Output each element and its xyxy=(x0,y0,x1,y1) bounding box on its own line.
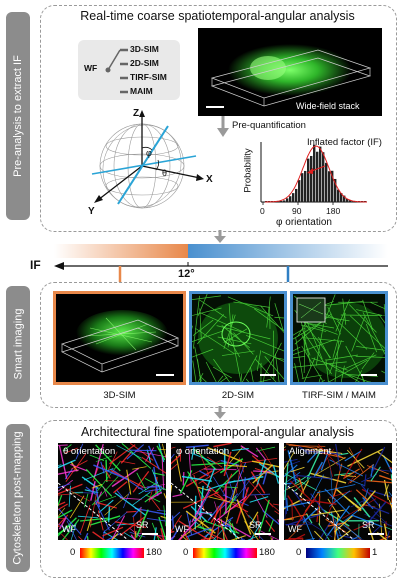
histogram-bar xyxy=(316,151,319,202)
mode-item-3d-sim: 3D-SIM xyxy=(130,44,159,54)
map-alignment-sr: SR xyxy=(362,520,375,530)
histogram-bar xyxy=(319,146,322,202)
pre-analysis-side-label: Pre-analysis to extract IF xyxy=(12,55,24,177)
section2-down-arrow xyxy=(214,406,226,419)
histogram-bar xyxy=(283,200,286,202)
colorbar-phi-max: 180 xyxy=(259,547,275,558)
colorbar-alignment-min: 0 xyxy=(296,547,302,558)
map-phi-title: φ orientation xyxy=(176,446,230,457)
histogram-xlabel: φ orientation xyxy=(276,217,332,228)
if-bar-label: IF xyxy=(30,258,41,272)
sphere-x-label: X xyxy=(206,174,213,185)
smart-imaging-side-tab: Smart imaging xyxy=(6,286,30,402)
section1-down-arrow xyxy=(214,230,226,243)
histogram-bar xyxy=(304,170,307,202)
histogram-bar xyxy=(331,170,334,202)
panel-3d-sim-image xyxy=(56,294,183,382)
smart-imaging-side-label: Smart imaging xyxy=(12,308,25,380)
histogram-annotation: Inflated factor (IF) xyxy=(307,137,382,148)
histogram-bar xyxy=(334,178,337,202)
colorbar-alignment-max: 1 xyxy=(372,547,378,558)
y-axis xyxy=(97,165,143,201)
mode-item-2d-sim: 2D-SIM xyxy=(130,58,159,68)
map-theta-sr: SR xyxy=(136,520,149,530)
histogram-bar xyxy=(349,200,352,202)
orientation-sphere xyxy=(91,110,204,209)
histogram-bar xyxy=(280,201,283,202)
panel-tirf-maim-label: TIRF-SIM / MAIM xyxy=(302,390,376,401)
sphere-z-label: Z xyxy=(133,108,140,119)
colorbar-phi-min: 0 xyxy=(183,547,189,558)
histogram-bar xyxy=(322,152,325,202)
sphere-y-label: Y xyxy=(88,206,95,217)
colorbar-theta-min: 0 xyxy=(70,547,76,558)
histogram-bar xyxy=(289,196,292,202)
post-mapping-side-label: Cytoskeleton post-mapping xyxy=(12,431,25,565)
map-phi-wf: WF xyxy=(175,524,189,534)
histogram-bar xyxy=(292,193,295,202)
widefield-stack-image xyxy=(198,28,382,116)
histogram-bar xyxy=(295,188,298,202)
map-phi-image xyxy=(171,443,279,540)
colorbar-theta xyxy=(80,548,144,558)
histogram-tick-0: 0 xyxy=(260,206,265,216)
mode-source-label: WF xyxy=(84,63,98,73)
widefield-stack-label: Wide-field stack xyxy=(296,101,360,111)
post-mapping-side-tab: Cytoskeleton post-mapping xyxy=(6,424,30,572)
map-theta-title: θ orientation xyxy=(63,446,116,457)
x-axis xyxy=(141,165,201,179)
colorbar-theta-max: 180 xyxy=(146,547,162,558)
pre-quantification-arrow xyxy=(217,116,229,137)
histogram-tick-180: 180 xyxy=(326,206,341,216)
histogram-bar xyxy=(337,189,340,202)
post-mapping-title: Architectural fine spatiotemporal-angula… xyxy=(80,425,355,439)
histogram-fit-curve xyxy=(265,145,367,203)
histogram-bar xyxy=(313,144,316,202)
map-alignment-wf: WF xyxy=(288,524,302,534)
histogram-bar xyxy=(343,195,346,202)
map-alignment-title: Alignment xyxy=(289,446,332,457)
colorbar-phi xyxy=(193,548,257,558)
sphere-theta-label: θ xyxy=(162,168,168,178)
mode-switch-icon xyxy=(105,48,128,94)
histogram-tick-90: 90 xyxy=(292,206,302,216)
map-theta-image xyxy=(58,443,166,540)
histogram-bar xyxy=(298,180,301,202)
sphere-phi-label: φ xyxy=(146,148,152,158)
panel-3d-sim-label: 3D-SIM xyxy=(103,390,136,401)
mode-item-tirf-sim: TIRF-SIM xyxy=(130,72,167,82)
histogram-bar xyxy=(307,158,310,202)
panel-2d-sim-label: 2D-SIM xyxy=(221,390,255,401)
mode-selector xyxy=(78,40,180,100)
panel-tirf-maim-image xyxy=(293,294,385,382)
colorbar-alignment xyxy=(306,548,370,558)
map-alignment-image xyxy=(284,443,392,540)
if-gradient-bar xyxy=(54,244,388,270)
projection-line xyxy=(91,155,197,175)
if-threshold-label: 12° xyxy=(178,268,195,280)
pre-analysis-title: Real-time coarse spatiotemporal-angular … xyxy=(80,9,355,23)
panel-2d-sim-image xyxy=(192,294,284,382)
histogram-bar xyxy=(325,162,328,202)
histogram-bar xyxy=(310,155,313,202)
histogram-bar xyxy=(340,193,343,202)
map-theta-wf: WF xyxy=(62,524,76,534)
phi-histogram xyxy=(260,142,367,205)
pre-quantification-label: Pre-quantification xyxy=(232,120,306,131)
histogram-ylabel: Probability xyxy=(242,148,254,193)
pre-analysis-side-tab: Pre-analysis to extract IF xyxy=(6,12,30,220)
histogram-bar xyxy=(328,171,331,202)
histogram-bar xyxy=(286,198,289,202)
histogram-bar xyxy=(301,173,304,202)
mode-item-maim: MAIM xyxy=(130,86,153,96)
histogram-bar xyxy=(346,199,349,202)
map-phi-sr: SR xyxy=(249,520,262,530)
